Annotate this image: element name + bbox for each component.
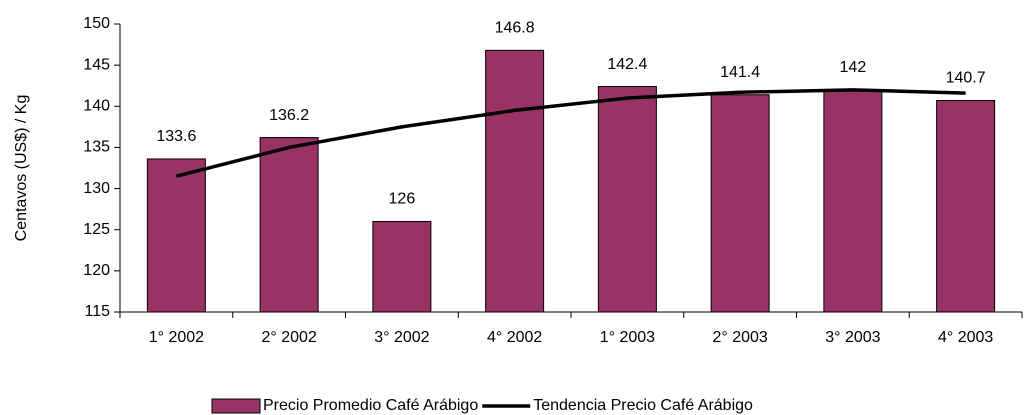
x-tick-label: 4° 2003 <box>938 329 993 346</box>
bar <box>485 49 545 313</box>
bar <box>259 137 319 313</box>
y-tick-label: 135 <box>83 139 110 156</box>
bar <box>372 220 432 313</box>
y-tick-label: 130 <box>83 180 110 197</box>
bar <box>823 89 883 313</box>
legend-label: Precio Promedio Café Arábigo <box>263 397 478 414</box>
data-label: 126 <box>389 191 416 208</box>
x-tick-label: 3° 2002 <box>374 329 429 346</box>
bar <box>936 100 996 313</box>
data-label: 140.7 <box>946 70 986 87</box>
x-tick-label: 1° 2003 <box>600 329 655 346</box>
bar <box>710 94 770 313</box>
trend-line <box>175 88 966 178</box>
y-tick-label: 125 <box>83 221 110 238</box>
data-label: 146.8 <box>495 20 535 37</box>
y-tick-label: 115 <box>84 303 110 320</box>
x-tick-label: 3° 2003 <box>825 329 880 346</box>
data-label: 141.4 <box>720 64 760 81</box>
legend-swatch <box>211 398 261 414</box>
bar <box>597 86 657 313</box>
y-tick-label: 120 <box>83 262 110 279</box>
y-tick-label: 150 <box>83 15 110 32</box>
y-tick-label: 140 <box>83 98 110 115</box>
y-axis-label: Centavos (US$) / Kg <box>13 95 30 242</box>
data-label: 142.4 <box>607 56 647 73</box>
x-tick-label: 2° 2002 <box>261 329 316 346</box>
data-label: 133.6 <box>156 128 196 145</box>
x-tick-label: 1° 2002 <box>149 329 204 346</box>
x-tick-label: 4° 2002 <box>487 329 542 346</box>
data-label: 136.2 <box>269 107 309 124</box>
data-label: 142 <box>840 59 867 76</box>
legend-label: Tendencia Precio Café Arábigo <box>533 397 753 414</box>
x-tick-label: 2° 2003 <box>712 329 767 346</box>
bar <box>146 158 206 313</box>
y-tick-label: 145 <box>83 56 110 73</box>
